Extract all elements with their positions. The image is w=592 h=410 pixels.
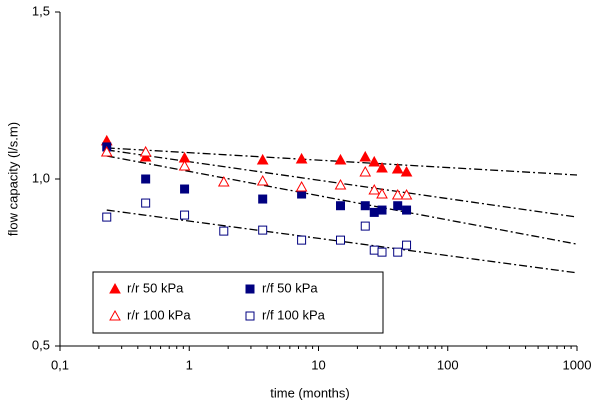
- marker: [359, 150, 372, 162]
- legend-label: r/f 50 kPa: [262, 280, 318, 295]
- legend-marker: [109, 309, 121, 321]
- x-tick-label: 100: [437, 357, 459, 372]
- x-axis-label: time (months): [270, 385, 349, 400]
- marker: [368, 183, 381, 195]
- legend-box: [92, 271, 384, 334]
- marker: [295, 180, 308, 192]
- marker: [402, 205, 412, 215]
- y-tick-label: 0,5: [32, 337, 50, 352]
- trend-line: [106, 155, 578, 245]
- marker: [368, 155, 381, 167]
- marker: [180, 210, 190, 220]
- marker: [141, 174, 151, 184]
- marker: [139, 145, 152, 157]
- marker: [369, 245, 379, 255]
- marker: [336, 201, 346, 211]
- marker: [258, 194, 268, 204]
- marker: [360, 201, 370, 211]
- marker: [256, 153, 269, 165]
- marker: [402, 240, 412, 250]
- marker: [139, 150, 152, 162]
- marker: [258, 225, 268, 235]
- marker: [400, 165, 413, 177]
- legend-marker: [245, 284, 255, 294]
- x-tick-label: 0,1: [51, 357, 69, 372]
- marker: [102, 212, 112, 222]
- marker: [391, 189, 404, 200]
- trend-line: [106, 149, 578, 218]
- x-tick-label: 10: [311, 357, 325, 372]
- marker: [376, 161, 388, 173]
- marker: [377, 205, 387, 215]
- legend-label: r/r 50 kPa: [127, 280, 184, 295]
- y-tick-label: 1,0: [32, 170, 50, 185]
- marker: [393, 247, 403, 257]
- x-tick-label: 1: [186, 357, 193, 372]
- marker: [376, 188, 388, 199]
- marker: [141, 198, 151, 208]
- marker: [217, 175, 230, 187]
- marker: [360, 221, 370, 231]
- legend-marker: [245, 311, 255, 321]
- marker: [393, 201, 403, 211]
- legend-label: r/r 100 kPa: [127, 307, 191, 322]
- marker: [297, 235, 307, 245]
- marker: [334, 153, 347, 165]
- marker: [377, 247, 387, 257]
- marker: [400, 189, 413, 200]
- y-tick-label: 1,5: [32, 3, 50, 18]
- marker: [178, 159, 191, 171]
- marker: [100, 145, 113, 157]
- legend-marker: [109, 282, 121, 294]
- marker: [391, 162, 404, 174]
- marker: [180, 184, 190, 194]
- marker: [336, 235, 346, 245]
- marker: [369, 207, 379, 217]
- x-tick-label: 1000: [563, 357, 592, 372]
- marker: [219, 226, 229, 236]
- y-axis-label: flow capacity (l/s.m): [5, 122, 20, 236]
- marker: [295, 152, 308, 164]
- trend-line: [106, 209, 578, 274]
- marker: [359, 165, 372, 177]
- marker: [334, 178, 347, 190]
- legend-label: r/f 100 kPa: [262, 307, 326, 322]
- marker: [256, 174, 269, 186]
